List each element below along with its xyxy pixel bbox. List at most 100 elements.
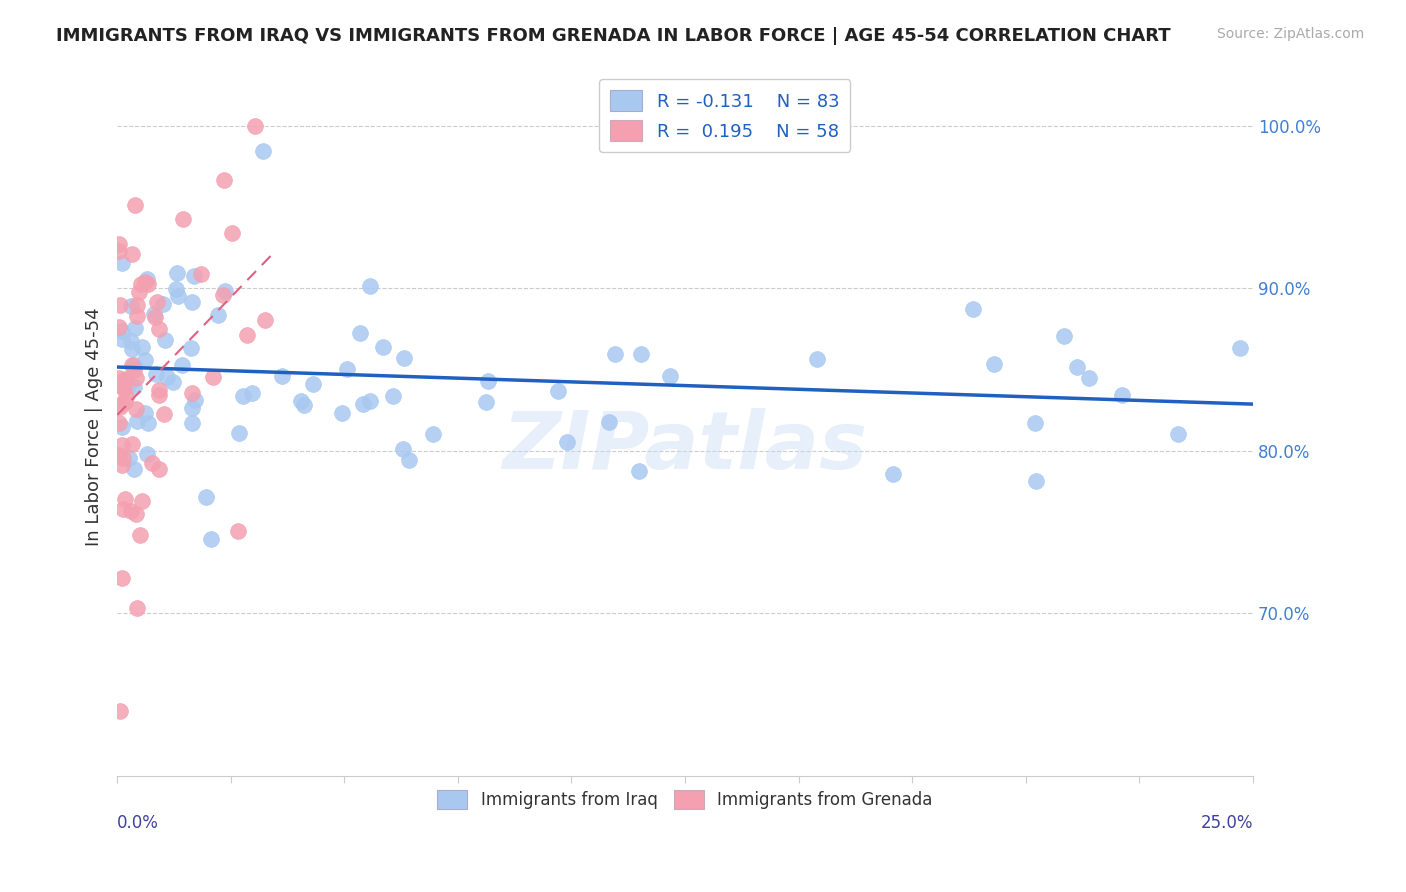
Point xyxy=(398,452,420,467)
Point xyxy=(145,367,167,381)
Point xyxy=(108,448,131,462)
Point xyxy=(122,363,145,377)
Point xyxy=(221,226,243,240)
Point xyxy=(125,310,148,324)
Point xyxy=(148,462,170,476)
Text: ZIPatlas: ZIPatlas xyxy=(502,409,868,486)
Point xyxy=(136,416,159,430)
Point xyxy=(373,340,395,354)
Point xyxy=(477,374,499,388)
Point xyxy=(183,392,205,407)
Point xyxy=(359,394,381,409)
Point xyxy=(152,297,174,311)
Point xyxy=(108,244,131,258)
Point xyxy=(121,343,143,357)
Point xyxy=(146,295,169,310)
Point xyxy=(114,491,136,506)
Point xyxy=(983,358,1005,372)
Point xyxy=(111,420,134,434)
Point xyxy=(148,388,170,402)
Point xyxy=(1024,417,1046,431)
Point xyxy=(658,369,681,384)
Point xyxy=(111,324,134,338)
Point xyxy=(141,456,163,470)
Point xyxy=(114,395,136,409)
Point xyxy=(111,458,134,473)
Point xyxy=(212,173,235,187)
Point xyxy=(114,391,136,405)
Point xyxy=(201,369,224,384)
Point xyxy=(156,370,179,384)
Point xyxy=(1066,359,1088,374)
Point xyxy=(111,438,134,452)
Point xyxy=(121,358,143,372)
Point xyxy=(181,294,204,309)
Point xyxy=(1167,426,1189,441)
Point xyxy=(228,425,250,440)
Point xyxy=(153,334,176,348)
Point xyxy=(226,524,249,539)
Point xyxy=(882,467,904,481)
Point xyxy=(114,372,136,386)
Point xyxy=(962,301,984,316)
Point xyxy=(391,442,413,457)
Point xyxy=(131,340,153,354)
Text: IMMIGRANTS FROM IRAQ VS IMMIGRANTS FROM GRENADA IN LABOR FORCE | AGE 45-54 CORRE: IMMIGRANTS FROM IRAQ VS IMMIGRANTS FROM … xyxy=(56,27,1171,45)
Point xyxy=(108,398,131,412)
Point xyxy=(180,341,202,355)
Point xyxy=(555,434,578,449)
Point xyxy=(111,501,134,516)
Point xyxy=(359,279,381,293)
Point xyxy=(125,371,148,385)
Point xyxy=(134,406,156,420)
Point xyxy=(125,414,148,428)
Point xyxy=(330,406,353,420)
Point xyxy=(125,600,148,615)
Point xyxy=(1111,388,1133,402)
Point xyxy=(121,247,143,261)
Point xyxy=(270,369,292,384)
Point xyxy=(111,451,134,466)
Point xyxy=(195,490,218,504)
Point xyxy=(112,381,135,395)
Point xyxy=(547,384,569,398)
Point xyxy=(475,395,498,409)
Point xyxy=(172,212,194,227)
Point xyxy=(381,389,404,403)
Point xyxy=(108,704,131,718)
Point xyxy=(166,266,188,280)
Point xyxy=(124,197,146,211)
Point xyxy=(252,144,274,158)
Point xyxy=(134,353,156,368)
Point xyxy=(111,333,134,347)
Point xyxy=(129,277,152,291)
Point xyxy=(603,347,626,361)
Point xyxy=(190,268,212,282)
Point xyxy=(111,256,134,270)
Point xyxy=(349,326,371,340)
Point xyxy=(165,281,187,295)
Point xyxy=(135,272,157,286)
Point xyxy=(335,362,357,376)
Point xyxy=(108,371,131,385)
Point xyxy=(422,426,444,441)
Point xyxy=(243,119,266,133)
Point xyxy=(240,386,263,401)
Point xyxy=(232,389,254,403)
Point xyxy=(118,450,141,465)
Point xyxy=(134,275,156,289)
Point xyxy=(598,415,620,429)
Text: 0.0%: 0.0% xyxy=(117,814,159,832)
Point xyxy=(111,380,134,394)
Point xyxy=(111,571,134,585)
Point xyxy=(153,407,176,421)
Point xyxy=(120,334,142,349)
Point xyxy=(117,379,139,393)
Point xyxy=(122,358,145,372)
Point xyxy=(125,507,148,521)
Point xyxy=(122,462,145,476)
Point xyxy=(162,376,184,390)
Point xyxy=(806,351,828,366)
Point xyxy=(148,322,170,336)
Point xyxy=(180,416,202,430)
